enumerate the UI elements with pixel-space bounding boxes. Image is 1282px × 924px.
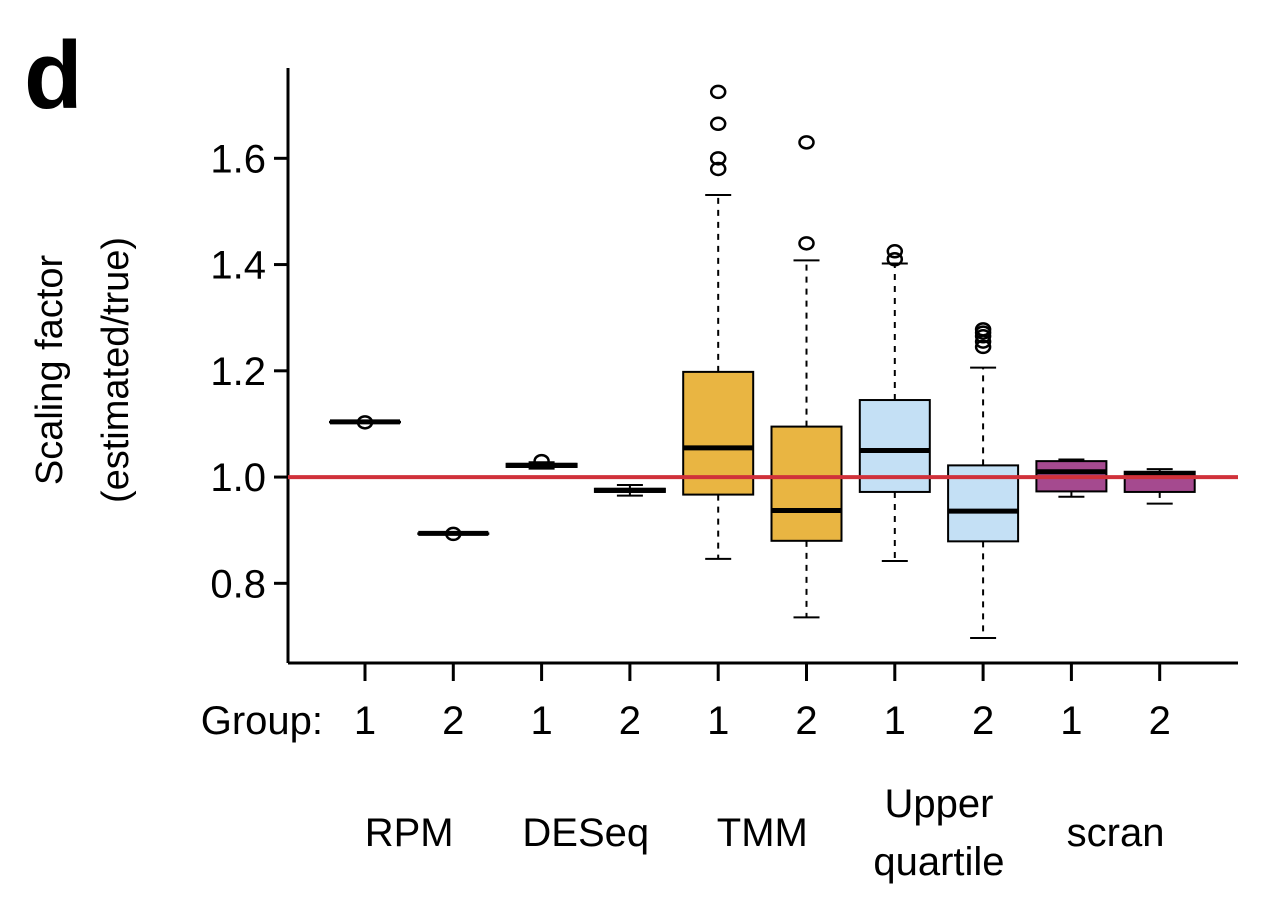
y-tick-label: 1.4 [210, 244, 266, 288]
y-axis-title-line-1: Scaling factor [29, 255, 71, 486]
outlier-point [886, 252, 904, 267]
outlier-point [356, 415, 374, 430]
y-tick-label: 1.6 [210, 137, 266, 181]
method-label: TMM [717, 811, 808, 855]
panel-label: d [24, 22, 83, 129]
method-label: RPM [365, 811, 454, 855]
outlier-point [709, 84, 727, 100]
outlier-point [798, 135, 815, 150]
outlier-point [798, 236, 815, 251]
plot-area: 0.8 1.0 1.2 1.4 1.6 1 2 1 2 1 2 1 2 1 2 RPM DESeq TMM Uppe… [210, 68, 1238, 884]
outlier-point [445, 526, 462, 542]
box [682, 370, 755, 496]
outlier-point [533, 453, 550, 469]
method-label: DESeq [522, 811, 649, 855]
method-label: quartile [873, 840, 1004, 884]
y-tick-label: 1.0 [210, 456, 266, 500]
group-axis-label: Group: [201, 699, 323, 743]
group-tick-label: 1 [884, 699, 906, 743]
y-tick-label: 0.8 [210, 562, 266, 606]
group-tick-label: 2 [442, 699, 464, 743]
box [770, 425, 843, 542]
group-tick-label: 1 [530, 699, 552, 743]
group-tick-label: 2 [795, 699, 817, 743]
y-axis-title-line-2: (estimated/true) [95, 237, 137, 503]
group-tick-label: 2 [1149, 699, 1171, 743]
y-tick-label: 1.2 [210, 350, 266, 394]
outlier-point [974, 322, 992, 337]
group-tick-label: 1 [707, 699, 729, 743]
method-label: scran [1067, 811, 1165, 855]
outlier-point [709, 161, 727, 177]
outlier-point [974, 339, 992, 355]
group-tick-label: 1 [354, 699, 376, 743]
group-tick-label: 2 [619, 699, 641, 743]
outlier-point [709, 116, 727, 132]
method-label: Upper [884, 782, 993, 826]
group-tick-label: 2 [972, 699, 994, 743]
y-axis-title: Scaling factor (estimated/true) [29, 237, 137, 503]
outlier-point [709, 151, 727, 166]
group-tick-label: 1 [1060, 699, 1082, 743]
outlier-point [886, 244, 904, 259]
